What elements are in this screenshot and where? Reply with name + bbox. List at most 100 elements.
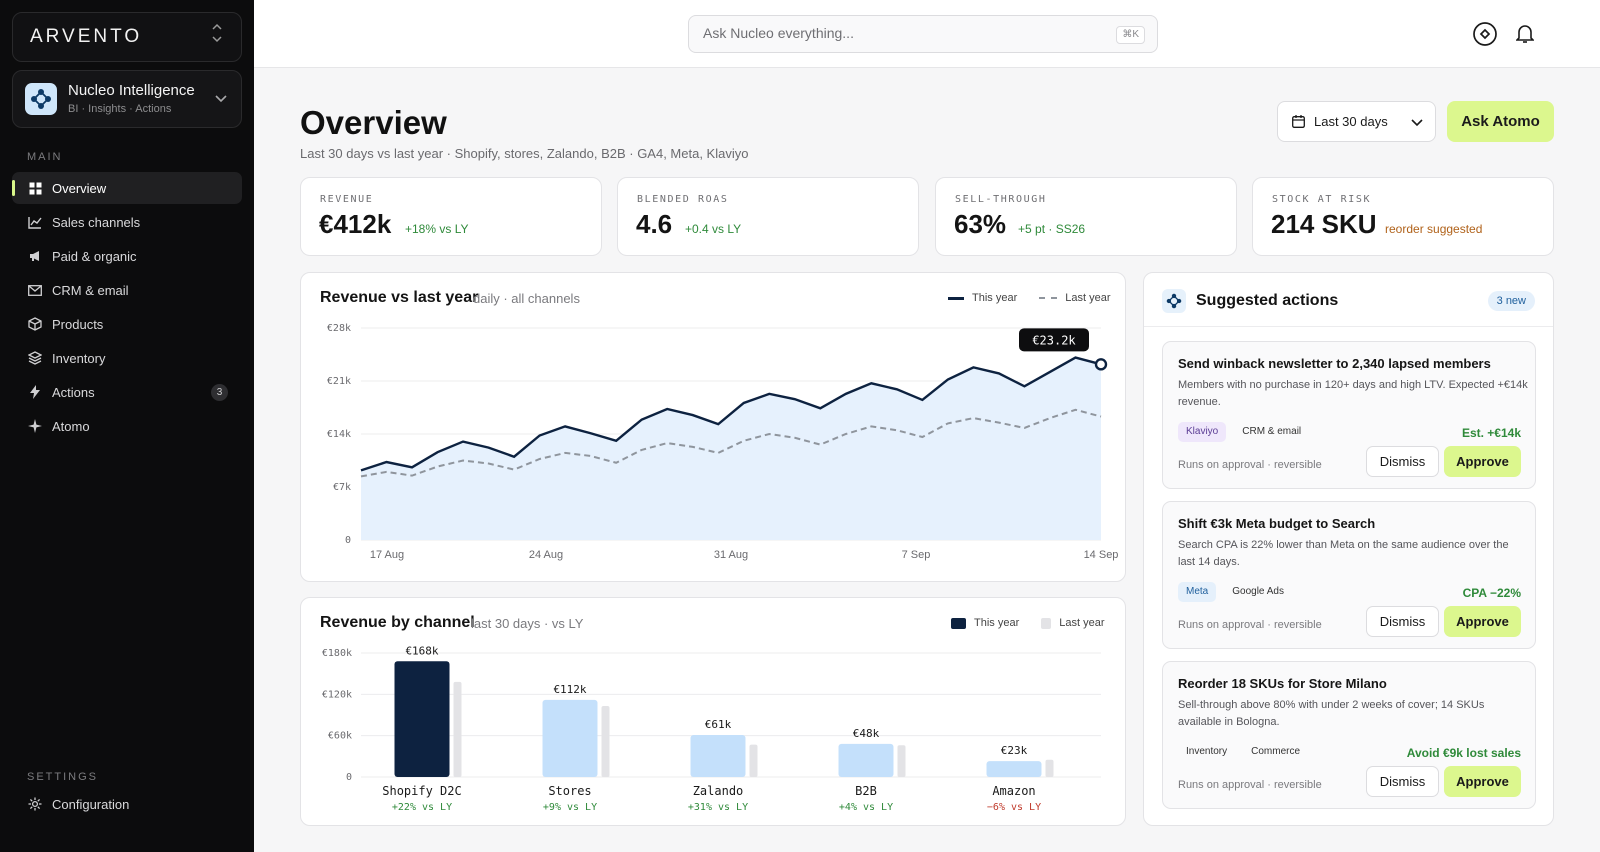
category-delta: +31% vs LY	[688, 802, 748, 813]
approve-button[interactable]: Approve	[1444, 446, 1521, 477]
date-range-select[interactable]: Last 30 days	[1277, 101, 1436, 142]
suggested-actions-panel: Suggested actions 3 new Send winback new…	[1143, 272, 1554, 826]
bar-this-year	[394, 661, 450, 777]
category-label: Stores	[548, 784, 591, 798]
approve-button[interactable]: Approve	[1444, 766, 1521, 797]
nucleo-logo-icon	[1162, 289, 1186, 313]
kpi-delta: +0.4 vs LY	[685, 222, 742, 236]
kpi-card-sell-through: SELL-THROUGH 63% +5 pt · SS26	[935, 177, 1237, 256]
chart-legend: This year Last year	[951, 617, 1105, 629]
action-tags: Klaviyo CRM & email	[1178, 422, 1317, 442]
kpi-card-revenue: REVENUE €412k +18% vs LY	[300, 177, 602, 256]
dismiss-button[interactable]: Dismiss	[1366, 446, 1439, 477]
calendar-icon	[1292, 115, 1305, 128]
action-tags: Meta Google Ads	[1178, 582, 1300, 602]
sidebar-item-crm-email[interactable]: CRM & email	[12, 274, 242, 306]
bar-value-label: €168k	[405, 644, 438, 657]
brand-switcher[interactable]: ARVENTO	[12, 12, 242, 62]
page-title: Overview	[300, 104, 447, 141]
sidebar-item-products[interactable]: Products	[12, 308, 242, 340]
chart-subtitle: last 30 days · vs LY	[471, 616, 584, 631]
sidebar-item-actions[interactable]: Actions 3	[12, 376, 242, 408]
bolt-icon	[28, 385, 42, 399]
category-delta: +9% vs LY	[543, 802, 597, 813]
sidebar-item-label: Atomo	[52, 418, 90, 434]
sidebar-item-atomo[interactable]: Atomo	[12, 410, 242, 442]
line-chart: €28k €21k €14k €7k 0 17 Aug 24 Aug 31 Aug 7 Sep 1…	[327, 323, 1119, 561]
action-title: Send winback newsletter to 2,340 lapsed …	[1178, 356, 1491, 371]
action-footnote: Runs on approval · reversible	[1178, 619, 1322, 631]
sidebar: ARVENTO Nucleo Intelligence BI · Insight…	[0, 0, 254, 852]
kpi-value: 63%	[954, 209, 1007, 239]
tag-crm-email: CRM & email	[1242, 426, 1302, 437]
bar-last-year	[601, 706, 610, 777]
revenue-vs-ly-card: Revenue vs last year daily · all channel…	[300, 272, 1126, 582]
action-estimate: CPA −22%	[1462, 586, 1521, 600]
revenue-by-channel-card: Revenue by channel last 30 days · vs LY …	[300, 597, 1126, 826]
kpi-label: STOCK AT RISK	[1272, 194, 1372, 205]
x-tick-label: 24 Aug	[529, 549, 563, 561]
category-label: Amazon	[992, 784, 1035, 798]
tooltip-box	[1019, 328, 1089, 352]
bar-last-year	[1045, 759, 1054, 777]
sidebar-item-label: Sales channels	[52, 214, 141, 230]
box-icon	[28, 317, 42, 331]
section-label-main: MAIN	[27, 151, 63, 163]
divider	[1144, 326, 1553, 327]
bar-value-label: €61k	[705, 718, 732, 731]
bar-value-label: €112k	[553, 683, 586, 696]
action-title: Reorder 18 SKUs for Store Milano	[1178, 676, 1387, 691]
kpi-label: BLENDED ROAS	[637, 194, 729, 205]
sidebar-item-label: Paid & organic	[52, 248, 137, 264]
y-tick-label: €120k	[322, 689, 352, 700]
sidebar-item-inventory[interactable]: Inventory	[12, 342, 242, 374]
bar-this-year	[542, 699, 598, 777]
megaphone-icon	[28, 249, 42, 263]
brand-name: ARVENTO	[30, 26, 143, 47]
workspace-switcher[interactable]: Nucleo Intelligence BI · Insights · Acti…	[12, 70, 242, 128]
bell-icon[interactable]	[1511, 20, 1539, 48]
chevron-updown-icon	[211, 22, 223, 47]
sidebar-item-sales-channels[interactable]: Sales channels	[12, 206, 242, 238]
action-estimate: Est. +€14k	[1461, 426, 1521, 440]
sidebar-item-configuration[interactable]: Configuration	[12, 788, 242, 820]
y-tick-label: 0	[345, 535, 351, 546]
category-label: Shopify D2C	[382, 784, 461, 798]
action-card: Send winback newsletter to 2,340 lapsed …	[1162, 341, 1536, 489]
action-tags: Inventory Commerce	[1178, 742, 1316, 762]
grid-icon	[28, 181, 42, 195]
search-input[interactable]	[703, 25, 1103, 41]
bar-last-year	[749, 744, 758, 777]
layers-icon	[28, 351, 42, 365]
x-tick-label: 14 Sep	[1084, 549, 1119, 561]
tag-klaviyo: Klaviyo	[1178, 422, 1227, 442]
sidebar-item-paid-organic[interactable]: Paid & organic	[12, 240, 242, 272]
legend-label-this-year: This year	[974, 617, 1020, 629]
sparkle-icon	[28, 419, 42, 433]
sidebar-item-overview[interactable]: Overview	[12, 172, 242, 204]
section-label-settings: SETTINGS	[27, 771, 99, 783]
legend-swatch-this-year	[948, 296, 964, 300]
search-box[interactable]: ⌘K	[688, 15, 1158, 53]
sidebar-item-label: Inventory	[52, 350, 106, 366]
chart-subtitle: daily · all channels	[473, 291, 580, 306]
this-year-line	[360, 356, 1102, 472]
category-delta: +4% vs LY	[839, 802, 893, 813]
dismiss-button[interactable]: Dismiss	[1366, 606, 1439, 637]
action-footnote: Runs on approval · reversible	[1178, 779, 1322, 791]
ask-atomo-button[interactable]: Ask Atomo	[1447, 101, 1554, 142]
kpi-label: REVENUE	[320, 194, 374, 205]
mail-icon	[28, 283, 42, 297]
dismiss-button[interactable]: Dismiss	[1366, 766, 1439, 797]
atomo-compass-icon[interactable]	[1471, 20, 1499, 48]
y-tick-label: €28k	[327, 323, 351, 334]
y-tick-label: €21k	[327, 376, 351, 387]
chart-title: Revenue vs last year	[320, 289, 479, 306]
workspace-subtitle: BI · Insights · Actions	[68, 103, 172, 115]
legend-swatch-last-year	[1041, 617, 1052, 629]
actions-count-badge: 3	[211, 384, 228, 401]
category-label: B2B	[855, 784, 877, 798]
approve-button[interactable]: Approve	[1444, 606, 1521, 637]
sidebar-item-label: Actions	[52, 384, 95, 400]
y-tick-label: €180k	[322, 648, 352, 659]
